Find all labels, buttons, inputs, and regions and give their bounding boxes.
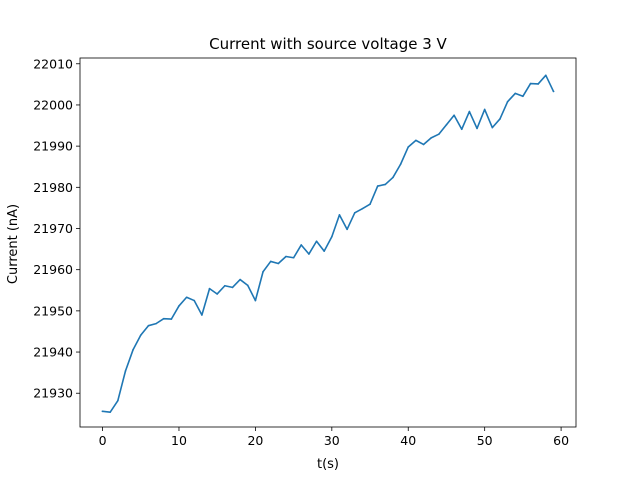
data-point [369, 203, 371, 205]
data-point [361, 207, 364, 210]
data-point [101, 410, 104, 413]
data-point [162, 317, 165, 320]
data-point [254, 299, 257, 302]
data-point [124, 370, 127, 372]
data-point [117, 399, 119, 402]
data-point [407, 146, 410, 148]
data-point [132, 348, 134, 351]
data-point [445, 123, 448, 126]
data-point [155, 322, 157, 325]
y-tick-label: 21970 [33, 221, 73, 236]
data-point [468, 110, 471, 113]
data-point [193, 299, 196, 302]
x-tick-label: 30 [324, 433, 340, 448]
data-point [506, 100, 509, 103]
data-point [300, 244, 303, 246]
data-point [178, 305, 180, 307]
data-point [269, 260, 272, 263]
data-point [170, 318, 173, 320]
data-point [376, 185, 379, 187]
chart-title: Current with source voltage 3 V [209, 35, 447, 53]
y-tick-label: 21980 [33, 180, 73, 195]
data-point [453, 114, 455, 117]
data-point [262, 270, 264, 273]
data-point [346, 228, 348, 231]
x-axis-ticks: 0 10 20 30 40 50 60 [99, 427, 569, 448]
series-line-0 [101, 74, 555, 413]
data-point [239, 278, 241, 281]
x-axis-label: t(s) [317, 457, 339, 472]
data-point [399, 163, 402, 166]
data-point [201, 314, 203, 316]
y-tick-label: 21930 [33, 386, 73, 401]
data-point [147, 324, 150, 327]
x-tick-label: 60 [553, 433, 569, 448]
data-point [315, 240, 318, 243]
data-point [522, 95, 524, 98]
data-point [491, 126, 494, 129]
data-point [338, 214, 341, 216]
data-point [537, 83, 539, 85]
y-axis-ticks: 21930 21940 21950 21960 21970 21980 21990 22000… [33, 56, 80, 401]
data-point [545, 74, 547, 77]
data-point [392, 176, 394, 179]
data-point [422, 143, 425, 146]
data-point [323, 250, 325, 252]
data-point [415, 139, 417, 142]
x-tick-label: 50 [477, 433, 493, 448]
data-point [438, 133, 440, 135]
data-point [384, 183, 387, 186]
data-point [552, 90, 555, 93]
data-point [529, 82, 532, 85]
y-tick-label: 22010 [33, 56, 73, 71]
data-point [109, 411, 111, 413]
x-tick-label: 20 [247, 433, 263, 448]
data-point [514, 92, 517, 95]
data-point [231, 286, 234, 289]
data-point [460, 128, 463, 131]
y-tick-label: 22000 [33, 97, 73, 112]
y-axis-label: Current (nA) [6, 204, 21, 284]
data-point [331, 235, 333, 238]
plot-area [79, 57, 577, 428]
x-tick-label: 0 [99, 433, 107, 448]
data-point [139, 334, 142, 336]
data-point [308, 253, 310, 255]
y-tick-label: 21960 [33, 262, 73, 277]
y-tick-label: 21940 [33, 345, 73, 360]
data-point [353, 212, 356, 214]
data-point [246, 284, 249, 287]
data-point [224, 284, 226, 287]
data-point [277, 262, 280, 265]
x-tick-label: 10 [171, 433, 187, 448]
data-point [208, 287, 211, 290]
y-tick-label: 21990 [33, 139, 73, 154]
data-point [285, 255, 287, 258]
y-tick-label: 21950 [33, 303, 73, 318]
data-point [499, 118, 501, 120]
data-point [216, 293, 218, 295]
data-point [476, 127, 478, 130]
axes-frame [79, 57, 577, 428]
data-point [483, 108, 486, 111]
data-point [430, 137, 432, 139]
data-point [292, 256, 295, 259]
data-point [185, 296, 188, 299]
x-tick-label: 40 [400, 433, 416, 448]
